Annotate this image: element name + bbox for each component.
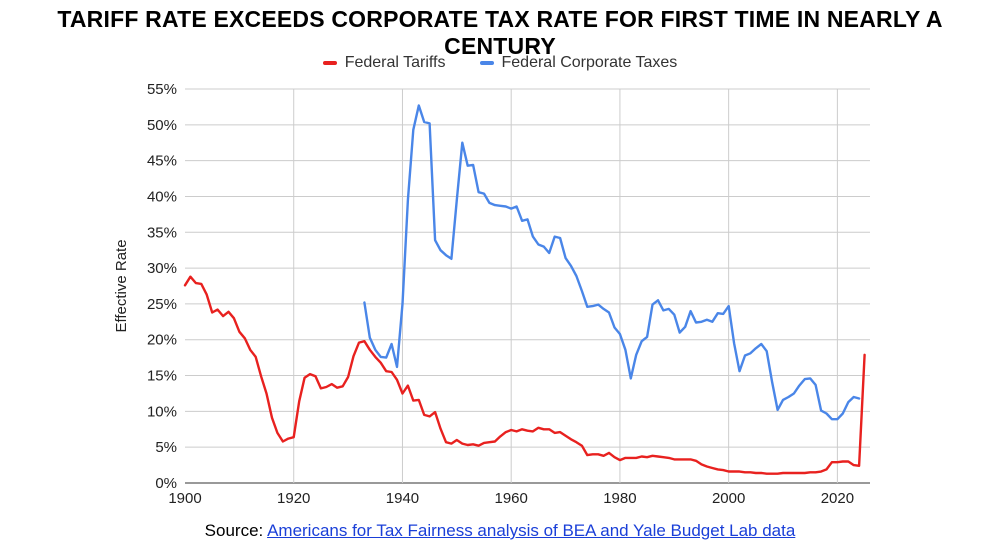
y-tick-label: 0% (155, 475, 177, 492)
legend-swatch-tariffs (322, 61, 337, 65)
x-tick-label: 2000 (712, 490, 745, 507)
x-tick-label: 2020 (821, 490, 854, 507)
x-tick-label: 1960 (495, 490, 528, 507)
legend-label-corporate-taxes: Federal Corporate Taxes (501, 54, 678, 71)
y-tick-label: 40% (147, 188, 177, 205)
legend-item-tariffs[interactable]: Federal Tariffs (322, 54, 446, 72)
y-tick-label: 5% (155, 439, 177, 456)
x-tick-label: 1900 (168, 490, 201, 507)
legend-label-tariffs: Federal Tariffs (344, 54, 446, 71)
y-tick-label: 10% (147, 403, 177, 420)
chart-legend: Federal Tariffs Federal Corporate Taxes (0, 54, 1000, 72)
y-axis-label: Effective Rate (113, 239, 130, 332)
series-line-federal-corporate-taxes (363, 104, 861, 421)
legend-swatch-corporate-taxes (479, 61, 494, 65)
legend-item-corporate-taxes[interactable]: Federal Corporate Taxes (479, 54, 678, 72)
y-tick-label: 50% (147, 117, 177, 134)
y-tick-label: 35% (147, 224, 177, 241)
source-note: Source: Americans for Tax Fairness analy… (0, 521, 1000, 541)
series-line-federal-tariffs (183, 275, 866, 475)
y-tick-label: 30% (147, 260, 177, 277)
y-tick-label: 15% (147, 368, 177, 385)
source-link[interactable]: Americans for Tax Fairness analysis of B… (267, 521, 796, 540)
y-tick-label: 45% (147, 153, 177, 170)
x-tick-label: 1920 (277, 490, 310, 507)
x-tick-label: 1940 (386, 490, 419, 507)
x-tick-label: 1980 (603, 490, 636, 507)
source-prefix: Source: (204, 521, 264, 540)
y-tick-label: 20% (147, 332, 177, 349)
y-tick-label: 25% (147, 296, 177, 313)
chart-title: TARIFF RATE EXCEEDS CORPORATE TAX RATE F… (57, 6, 943, 59)
y-tick-label: 55% (147, 81, 177, 98)
